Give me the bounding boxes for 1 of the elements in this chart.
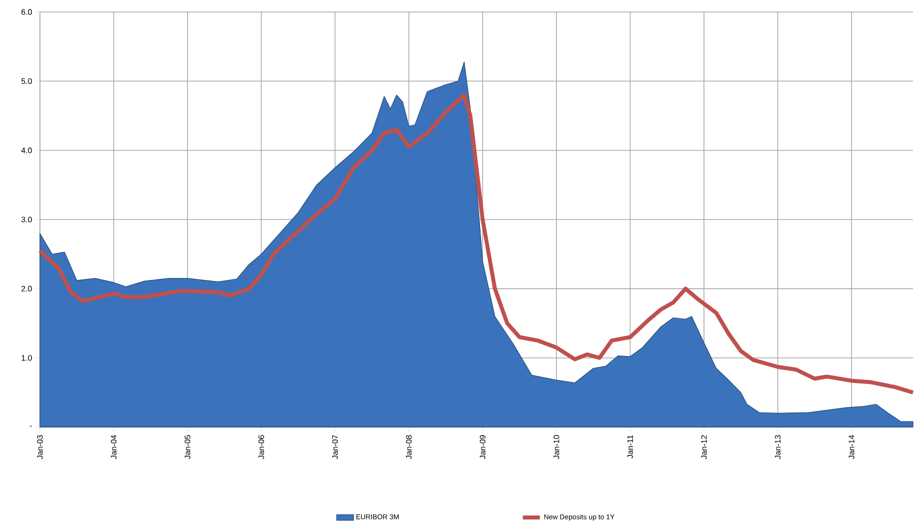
line-series bbox=[38, 93, 915, 395]
